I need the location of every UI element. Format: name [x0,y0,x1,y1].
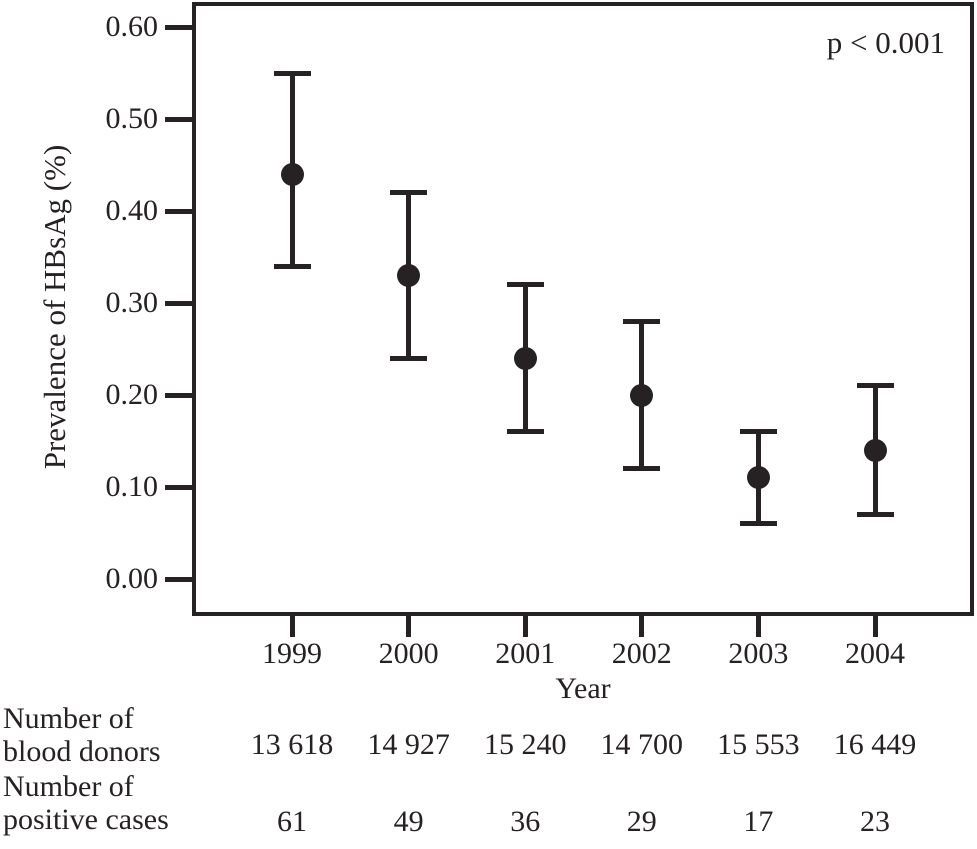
error-bar-cap-top-2002 [623,318,661,324]
x-axis-tick-label: 2002 [611,637,672,670]
y-axis-tick [165,208,192,214]
error-bar-cap-top-2001 [506,282,544,288]
y-axis-tick-label: 0.20 [105,378,159,411]
data-point-marker-2001 [513,346,537,370]
y-axis-tick-label: 0.40 [105,194,159,227]
data-point-marker-2002 [630,383,654,407]
y-axis-tick [165,484,192,490]
table-cell-value: 15 240 [483,728,567,761]
table-row-label: Number of positive cases [3,770,169,836]
y-axis-tick [165,392,192,398]
x-axis-tick [755,614,761,637]
error-bar-cap-top-2004 [856,383,894,389]
x-axis-tick-label: 1999 [262,637,322,670]
x-axis-tick-label: 2000 [378,637,439,670]
error-bar-cap-top-2000 [390,190,428,196]
error-bar-cap-top-1999 [273,70,311,76]
y-axis-tick-label: 0.60 [105,10,159,43]
data-point-marker-2004 [863,438,887,462]
data-point-marker-1999 [280,162,304,186]
table-cell-value: 17 [743,805,774,838]
x-axis-title: Year [555,672,611,705]
error-bar-cap-bottom-2000 [390,355,428,361]
error-bar-cap-top-2003 [739,429,777,435]
data-point-marker-2000 [397,263,421,287]
error-bar-cap-bottom-1999 [273,263,311,269]
table-cell-value: 29 [626,805,657,838]
table-row-label-line: Number of [3,702,134,735]
x-axis-tick [639,614,645,637]
p-value-annotation: p < 0.001 [826,25,945,60]
y-axis-tick-label: 0.10 [105,470,159,503]
y-axis-tick-label: 0.50 [105,102,159,135]
x-axis-tick [872,614,878,637]
table-cell-value: 36 [510,805,541,838]
table-row-label: Number of blood donors [3,702,161,768]
table-row-label-line: Number of [3,770,134,803]
x-axis-tick [289,614,295,637]
table-cell-value: 15 553 [717,728,800,761]
error-bar-cap-bottom-2004 [856,512,894,518]
error-bar-cap-bottom-2003 [739,521,777,527]
table-cell-value: 61 [277,805,307,838]
x-axis-tick-label: 2001 [495,637,556,670]
x-axis-tick-label: 2003 [728,637,789,670]
y-axis-tick [165,576,192,582]
x-axis-tick-label: 2004 [845,637,905,670]
x-axis-tick [522,614,528,637]
y-axis-tick-label: 0.00 [105,562,159,595]
data-point-marker-2003 [746,466,770,490]
table-row-label-line: blood donors [3,735,161,768]
table-cell-value: 14 927 [367,728,450,761]
table-cell-value: 49 [393,805,424,838]
y-axis-tick [165,24,192,30]
y-axis-tick-label: 0.30 [105,286,159,319]
table-row-label-line: positive cases [3,803,169,836]
y-axis-tick [165,116,192,122]
table-cell-value: 16 449 [833,728,917,761]
table-cell-value: 13 618 [250,728,334,761]
x-axis-tick [406,614,412,637]
error-bar-cap-bottom-2001 [506,429,544,435]
table-cell-value: 23 [860,805,890,838]
plot-frame [192,2,974,616]
table-cell-value: 14 700 [600,728,684,761]
error-bar-cap-bottom-2002 [623,466,661,472]
y-axis-tick [165,300,192,306]
